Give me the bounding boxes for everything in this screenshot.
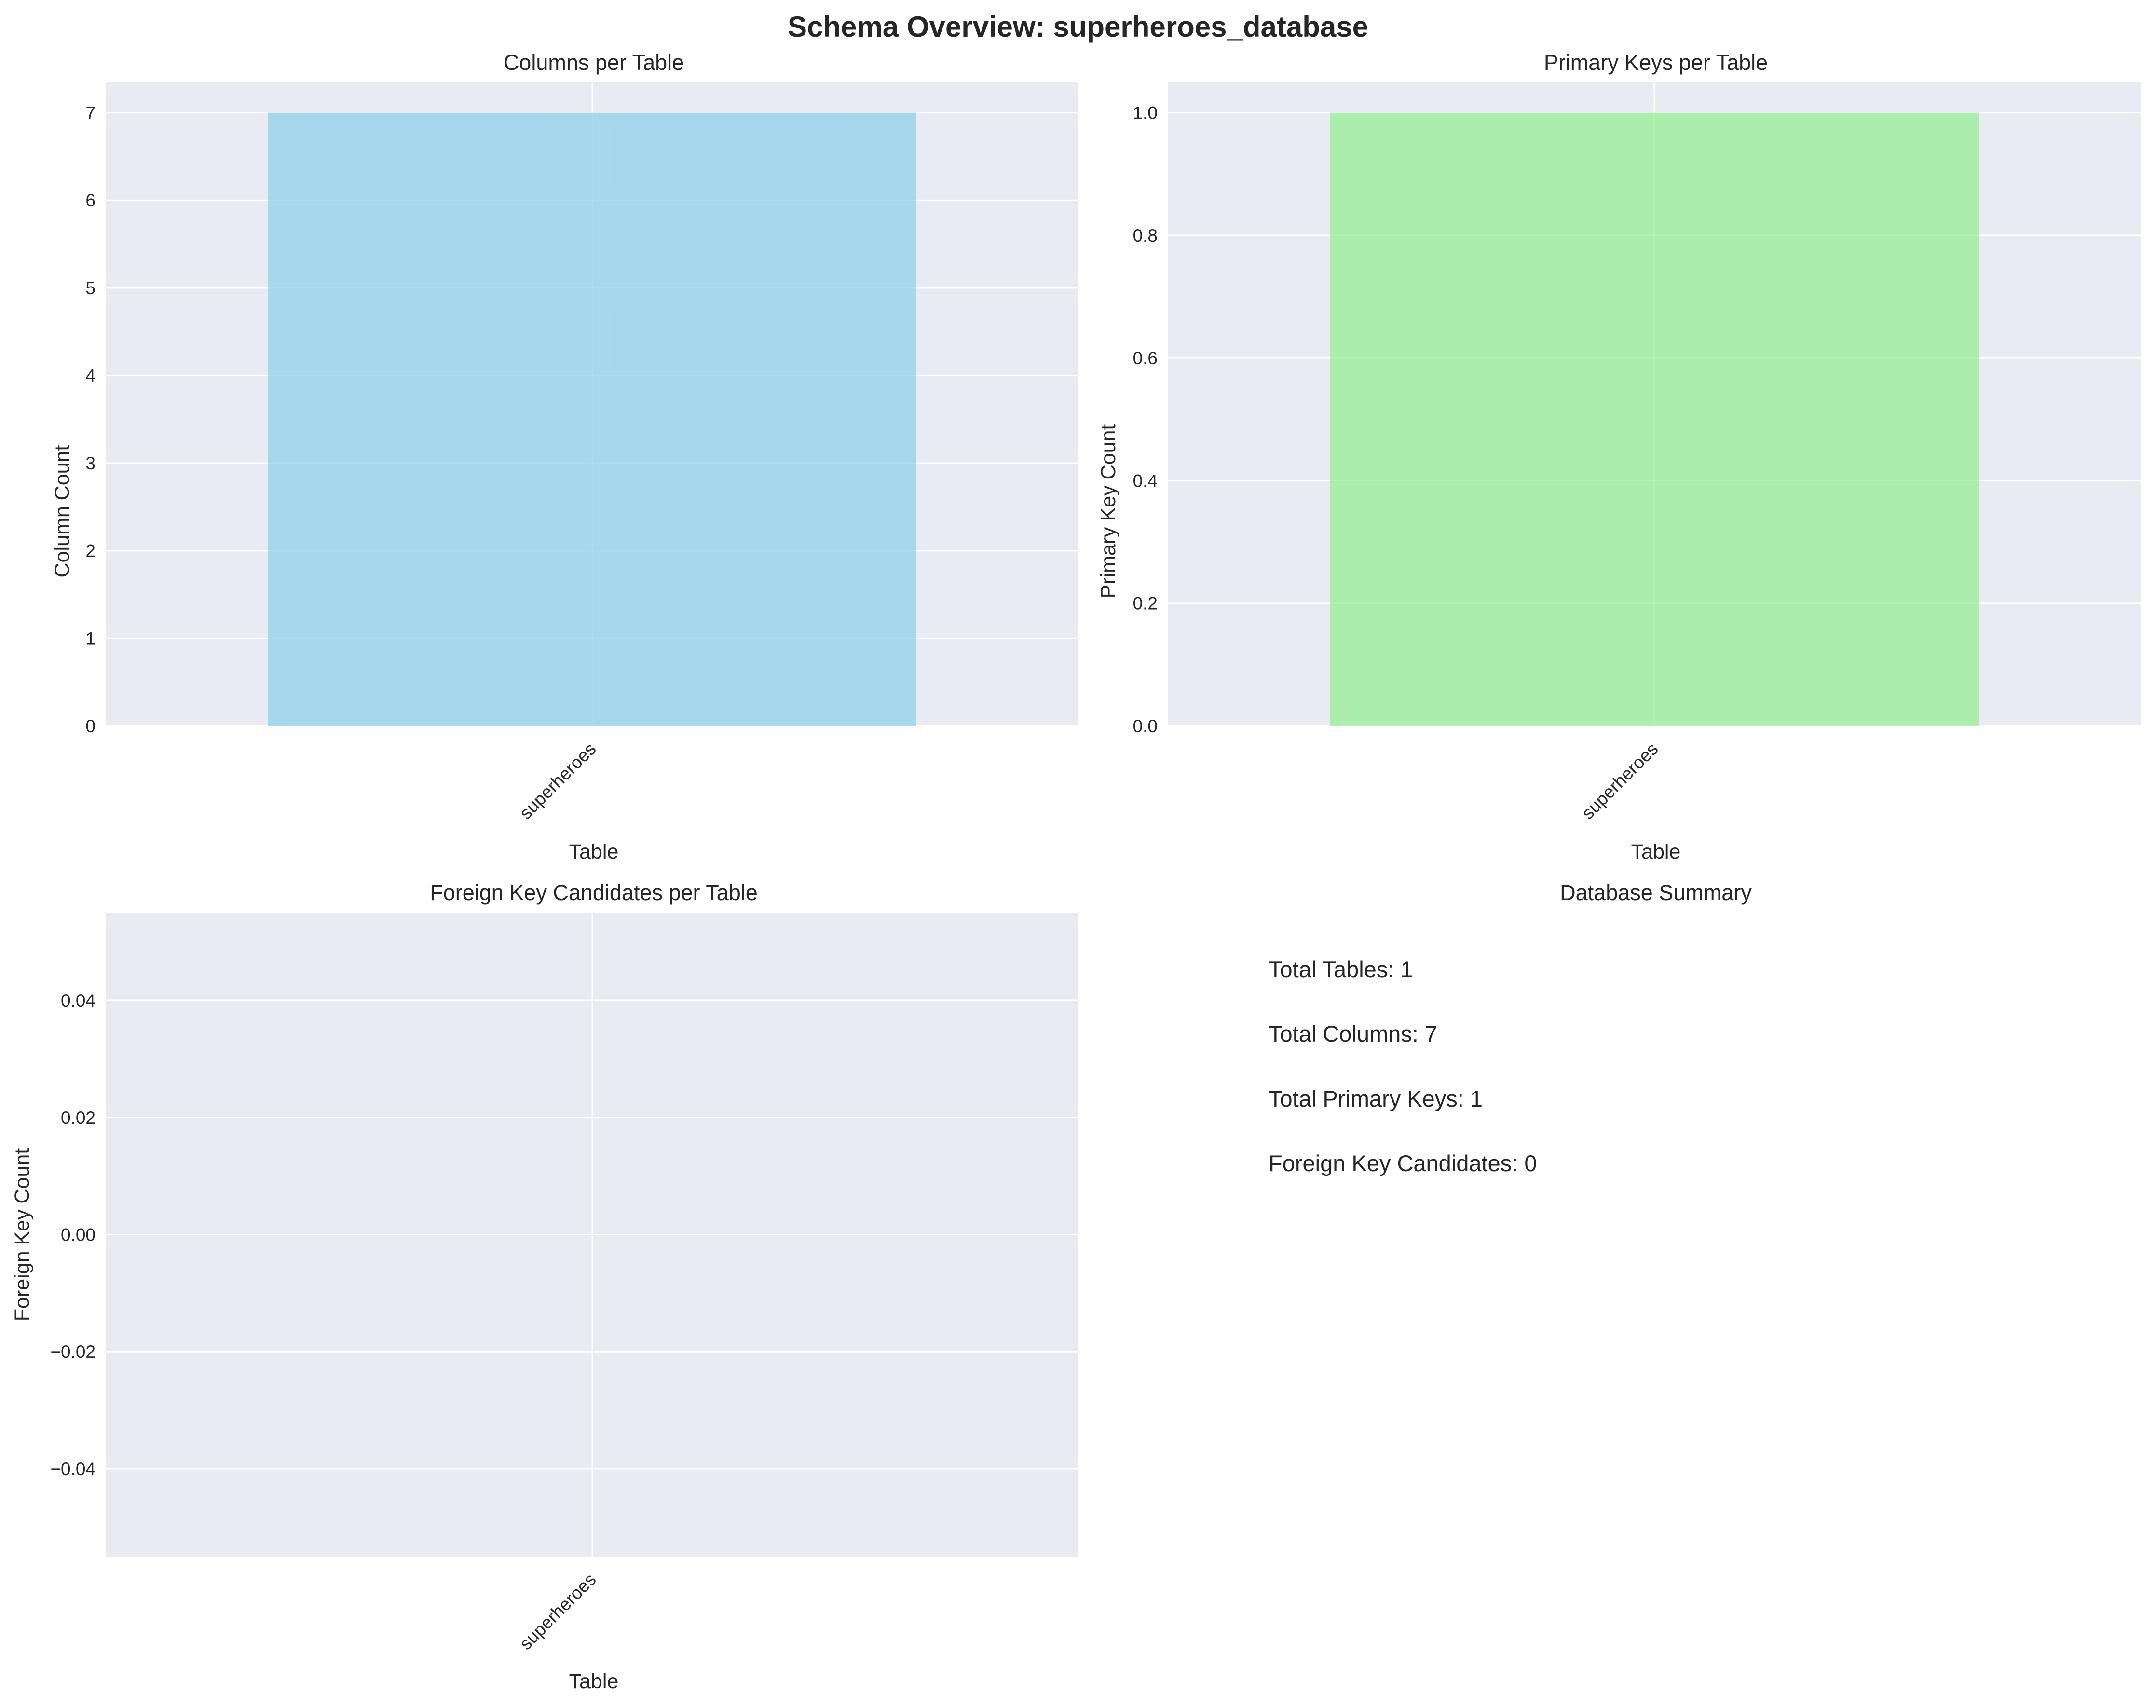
figure-title: Schema Overview: superheroes_database bbox=[788, 11, 1368, 43]
panel-title-primary-keys: Primary Keys per Table bbox=[1544, 50, 1768, 75]
y-tick-label: 0.4 bbox=[1133, 471, 1158, 491]
y-tick-label: 4 bbox=[85, 366, 96, 385]
y-tick-label: 0.0 bbox=[1133, 716, 1158, 736]
x-axis-label-columns: Table bbox=[569, 840, 619, 863]
y-tick-label: −0.04 bbox=[50, 1459, 96, 1479]
y-axis-label-foreign-keys: Foreign Key Count bbox=[11, 1148, 34, 1322]
x-tick-label: superheroes bbox=[1578, 739, 1662, 823]
y-tick-label: 0.6 bbox=[1133, 348, 1158, 368]
y-tick-label: 2 bbox=[85, 541, 96, 561]
plot-area-group-1: 0.0 0.2 0.4 0.6 0.8 1.0 superheroes bbox=[1133, 82, 2141, 823]
x-tick-label: superheroes bbox=[516, 1570, 600, 1653]
bar-superheroes bbox=[268, 112, 916, 726]
summary-line-total-tables: Total Tables: 1 bbox=[1269, 956, 1413, 982]
y-tick-label: 7 bbox=[85, 103, 96, 123]
y-tick-label: 1.0 bbox=[1133, 103, 1158, 123]
y-tick-label: −0.02 bbox=[50, 1342, 96, 1362]
y-tick-label: 0.00 bbox=[61, 1225, 96, 1245]
summary-title: Database Summary bbox=[1560, 880, 1752, 905]
y-tick-label: 0.2 bbox=[1133, 594, 1158, 614]
y-axis-label-primary-keys: Primary Key Count bbox=[1097, 424, 1120, 599]
y-axis-label-columns: Column Count bbox=[51, 445, 74, 578]
y-tick-label: 0.04 bbox=[61, 991, 96, 1011]
plot-area-group-2: −0.04 −0.02 0.00 0.02 0.04 superheroes bbox=[50, 913, 1078, 1653]
summary-line-total-columns: Total Columns: 7 bbox=[1269, 1021, 1437, 1047]
x-tick-label: superheroes bbox=[516, 739, 600, 823]
panel-title-foreign-keys: Foreign Key Candidates per Table bbox=[430, 880, 758, 905]
x-axis-label-primary-keys: Table bbox=[1631, 840, 1681, 863]
y-tick-label: 1 bbox=[85, 629, 96, 648]
y-tick-label: 0.8 bbox=[1133, 226, 1158, 246]
panel-primary-keys-per-table: 0.0 0.2 0.4 0.6 0.8 1.0 superheroes Primary Ke… bbox=[1097, 50, 2141, 863]
bar-superheroes bbox=[1330, 112, 1979, 726]
panel-title-columns: Columns per Table bbox=[504, 50, 684, 75]
y-tick-label: 3 bbox=[85, 453, 96, 473]
summary-line-total-primary-keys: Total Primary Keys: 1 bbox=[1269, 1086, 1483, 1111]
y-tick-label: 6 bbox=[85, 191, 96, 210]
panel-database-summary: Database Summary Total Tables: 1 Total C… bbox=[1269, 880, 1752, 1176]
y-tick-label: 5 bbox=[85, 278, 96, 298]
plot-area-group-0: 0 1 2 3 4 5 6 7 superheroes bbox=[85, 82, 1078, 823]
x-axis-label-foreign-keys: Table bbox=[569, 1670, 619, 1693]
y-tick-label: 0.02 bbox=[61, 1108, 96, 1128]
panel-columns-per-table: 0 1 2 3 4 5 6 7 superheroes Columns per Table Ta… bbox=[51, 50, 1078, 863]
summary-line-foreign-key-candidates: Foreign Key Candidates: 0 bbox=[1269, 1150, 1537, 1176]
y-tick-label: 0 bbox=[85, 716, 96, 736]
panel-foreign-key-candidates: −0.04 −0.02 0.00 0.02 0.04 superheroes Foreig… bbox=[11, 880, 1078, 1693]
